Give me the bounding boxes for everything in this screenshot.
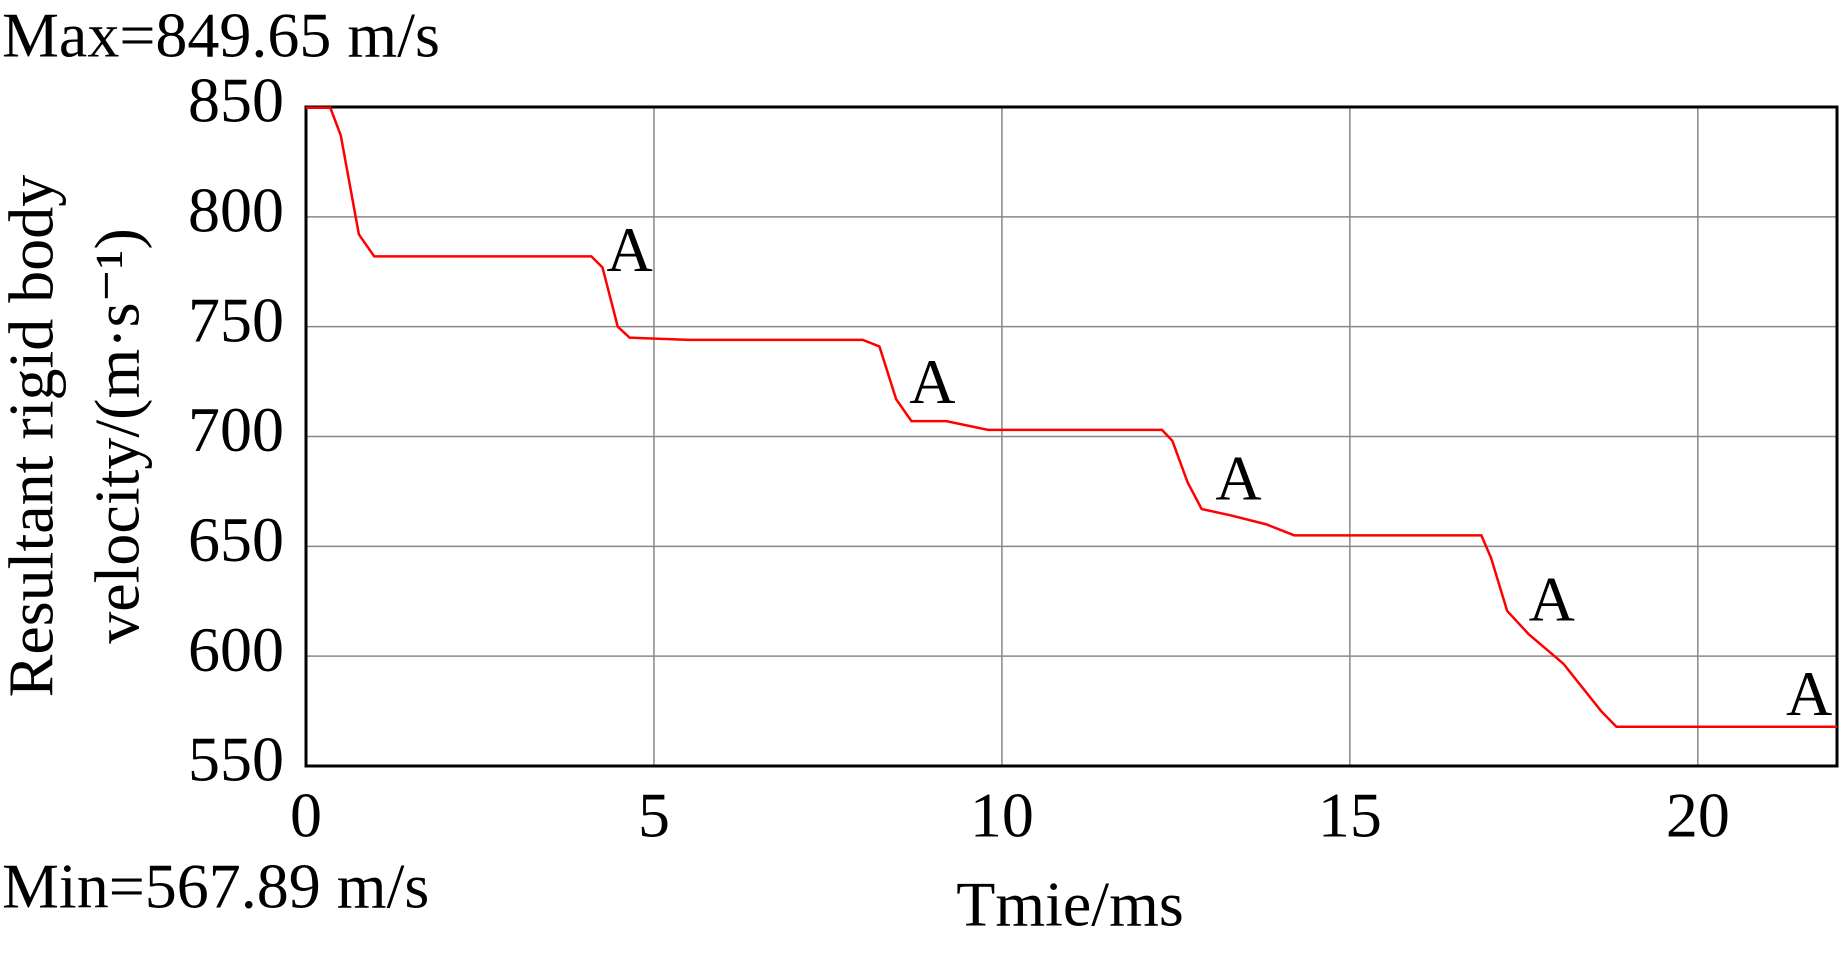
- y-tick-label: 800: [188, 175, 284, 246]
- annotation: A: [1215, 443, 1261, 514]
- y-axis-label: Resultant rigid body: [0, 175, 67, 698]
- max-note: Max=849.65 m/s: [2, 0, 440, 71]
- y-tick-label: 650: [188, 504, 284, 575]
- y-tick-label: 700: [188, 394, 284, 465]
- y-tick-label: 850: [188, 65, 284, 136]
- x-tick-label: 20: [1666, 780, 1730, 851]
- annotation: A: [909, 346, 955, 417]
- y-axis-label: velocity/(m·s⁻¹): [82, 228, 153, 644]
- min-note: Min=567.89 m/s: [2, 851, 429, 922]
- x-tick-label: 0: [290, 780, 322, 851]
- annotation: A: [606, 214, 652, 285]
- data-line: [306, 106, 1837, 728]
- x-axis-label: Tmie/ms: [956, 869, 1184, 940]
- y-tick-label: 750: [188, 284, 284, 355]
- x-tick-label: 15: [1318, 780, 1382, 851]
- y-tick-label: 600: [188, 614, 284, 685]
- x-tick-label: 10: [970, 780, 1034, 851]
- annotation: A: [1786, 658, 1832, 729]
- y-tick-label: 550: [188, 724, 284, 795]
- annotation: A: [1529, 563, 1575, 634]
- x-tick-label: 5: [638, 780, 670, 851]
- plot-frame: [304, 105, 1839, 768]
